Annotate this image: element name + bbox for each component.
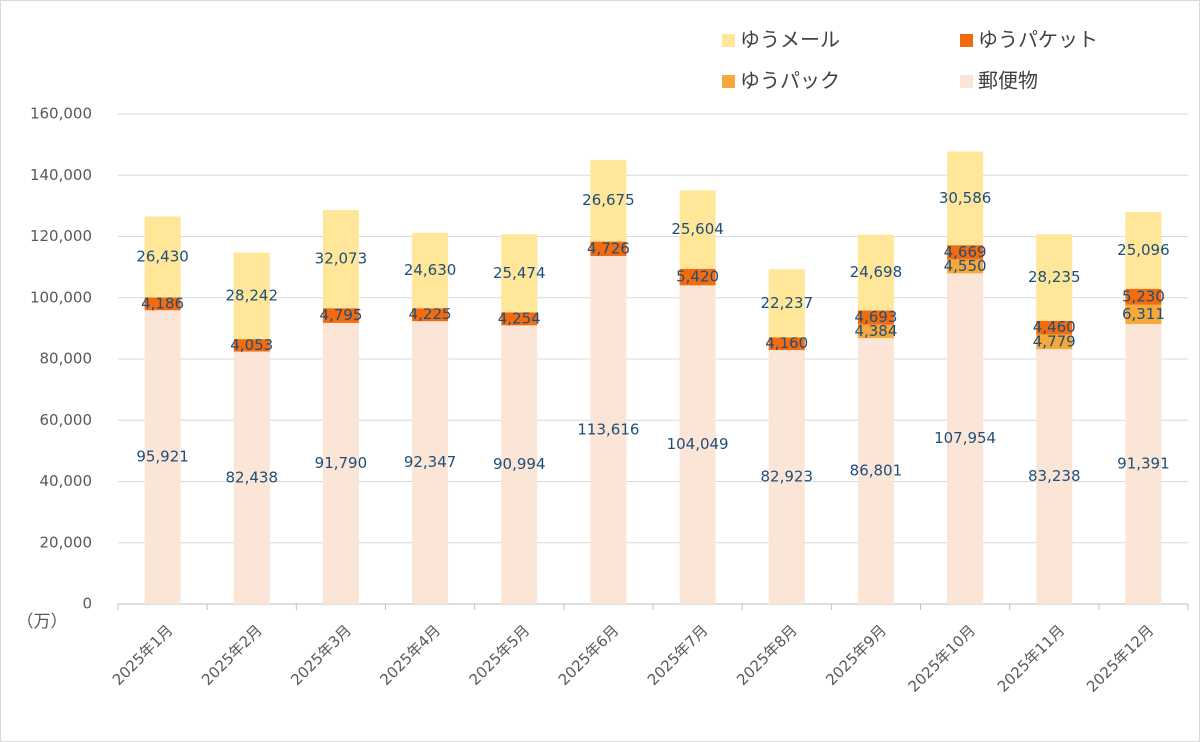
data-label: 5,420 (676, 268, 719, 286)
data-label: 25,096 (1117, 241, 1170, 259)
y-tick-label: 0 (82, 595, 92, 613)
legend-label: ゆうパック (740, 69, 840, 93)
data-label: 107,954 (934, 429, 996, 447)
data-label: 22,237 (761, 294, 814, 312)
bar-segment (857, 310, 894, 325)
data-label: 4,225 (409, 305, 452, 323)
data-label: 82,438 (226, 468, 279, 486)
data-label: 91,391 (1117, 455, 1170, 473)
data-label: 4,779 (1033, 332, 1076, 350)
data-label: 4,160 (765, 334, 808, 352)
bar-segment (1036, 320, 1073, 335)
bar-segment (857, 234, 894, 311)
data-label: 4,254 (498, 309, 541, 327)
data-label: 104,049 (667, 435, 729, 453)
legend-swatch (960, 34, 973, 47)
data-label: 26,675 (582, 191, 635, 209)
bar-segment (768, 337, 805, 351)
y-tick-label: 140,000 (30, 166, 92, 184)
bar-segment (947, 151, 984, 246)
data-label: 28,242 (226, 286, 279, 304)
bar-segment (1125, 211, 1162, 289)
data-label: 4,384 (854, 322, 897, 340)
bar-segment (412, 232, 449, 309)
bar-segment (1125, 304, 1162, 325)
data-label: 82,923 (761, 468, 814, 486)
y-tick-label: 40,000 (40, 472, 93, 490)
y-tick-label: 160,000 (30, 105, 92, 123)
bar-segment (233, 351, 270, 604)
data-label: 113,616 (577, 421, 639, 439)
data-label: 24,630 (404, 261, 457, 279)
data-label: 5,230 (1122, 287, 1165, 305)
bar-segment (233, 339, 270, 352)
bar-segment (768, 350, 805, 604)
bar-segment (144, 310, 181, 604)
data-label: 4,795 (319, 306, 362, 324)
bar-segment (322, 308, 359, 323)
data-label: 4,460 (1033, 318, 1076, 336)
bar-segment (322, 322, 359, 604)
bar-segment (144, 216, 181, 298)
y-tick-label: 120,000 (30, 227, 92, 245)
bar-segment (679, 285, 716, 604)
legend-swatch (722, 34, 735, 47)
data-label: 28,235 (1028, 268, 1081, 286)
data-label: 26,430 (136, 247, 189, 265)
legend-swatch (722, 75, 735, 88)
legend-swatch (960, 75, 973, 88)
data-label: 4,726 (587, 239, 630, 257)
legend-label: ゆうパケット (978, 28, 1098, 52)
y-tick-label: 60,000 (40, 411, 93, 429)
bar-segment (233, 252, 270, 340)
bar-segment (947, 245, 984, 260)
bar-segment (412, 321, 449, 604)
bar-segment (857, 338, 894, 604)
data-label: 24,698 (850, 263, 903, 281)
bar-segment (679, 190, 716, 269)
bar-segment (947, 259, 984, 274)
data-label: 86,801 (850, 462, 903, 480)
bar-segment (1036, 349, 1073, 604)
data-label: 90,994 (493, 455, 546, 473)
data-label: 83,238 (1028, 467, 1081, 485)
bar-segment (1036, 334, 1073, 350)
bar-segment (412, 308, 449, 322)
bar-segment (590, 159, 627, 242)
data-label: 91,790 (315, 454, 368, 472)
bar-segment (1125, 288, 1162, 305)
data-label: 25,474 (493, 264, 546, 282)
data-label: 4,550 (944, 257, 987, 275)
data-label: 30,586 (939, 189, 992, 207)
bar-segment (679, 268, 716, 286)
bar-segment (1125, 324, 1162, 604)
y-tick-label: 80,000 (40, 350, 93, 368)
legend-label: 郵便物 (978, 69, 1038, 93)
bar-segment (857, 324, 894, 339)
data-label: 25,604 (671, 220, 724, 238)
data-label: 95,921 (136, 448, 189, 466)
data-label: 6,311 (1122, 305, 1165, 323)
bar-segment (590, 256, 627, 604)
data-label: 4,669 (944, 243, 987, 261)
bar-segment (322, 209, 359, 309)
bar-segment (501, 312, 538, 326)
y-tick-label: 100,000 (30, 288, 92, 306)
unit-label: （万） (17, 612, 68, 632)
data-label: 4,053 (230, 336, 273, 354)
bar-segment (1036, 234, 1073, 321)
bar-segment (144, 297, 181, 311)
bar-segment (768, 269, 805, 338)
bar-segment (501, 325, 538, 604)
data-label: 92,347 (404, 453, 457, 471)
legend-label: ゆうメール (740, 28, 840, 52)
y-tick-label: 20,000 (40, 533, 93, 551)
bar-segment (947, 273, 984, 604)
bar-segment (501, 234, 538, 313)
bar-segment (590, 241, 627, 257)
data-label: 32,073 (315, 250, 368, 268)
data-label: 4,693 (854, 308, 897, 326)
data-label: 4,186 (141, 294, 184, 312)
